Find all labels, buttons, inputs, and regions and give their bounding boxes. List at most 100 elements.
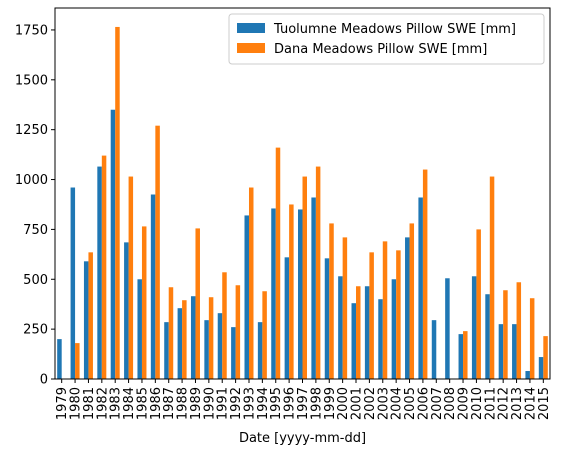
bar-dana-1988 xyxy=(182,300,187,379)
x-tick-label: 1982 xyxy=(95,387,110,420)
bar-dana-2014 xyxy=(529,298,535,379)
bar-tuolumne-1994 xyxy=(257,322,263,379)
bar-tuolumne-1982 xyxy=(97,166,102,379)
bar-dana-1987 xyxy=(168,287,174,379)
bar-tuolumne-2003 xyxy=(378,299,383,379)
x-tick-label: 1981 xyxy=(82,387,97,420)
bar-tuolumne-2006 xyxy=(418,197,423,379)
x-tick-label: 1988 xyxy=(176,387,191,420)
bar-dana-1981 xyxy=(88,252,93,379)
x-tick-label: 1987 xyxy=(162,387,177,420)
x-tick-label: 1992 xyxy=(229,387,244,420)
x-tick-label: 2001 xyxy=(350,387,365,420)
bar-tuolumne-2004 xyxy=(391,279,397,379)
bar-dana-1991 xyxy=(222,272,227,379)
bar-tuolumne-1998 xyxy=(311,197,316,379)
legend-swatch-tuolumne xyxy=(237,23,265,33)
bar-tuolumne-1986 xyxy=(150,194,156,379)
bar-dana-1983 xyxy=(115,26,120,379)
bar-dana-1986 xyxy=(155,125,160,380)
legend-box xyxy=(228,13,545,65)
x-tick-label: 1989 xyxy=(189,387,204,420)
x-tick-label: 1994 xyxy=(256,387,271,420)
bar-tuolumne-2008 xyxy=(445,278,450,379)
bar-dana-2012 xyxy=(503,290,508,379)
x-tick-label: 1995 xyxy=(269,387,284,420)
bar-tuolumne-2001 xyxy=(351,303,357,379)
bar-tuolumne-1991 xyxy=(217,313,223,379)
y-tick-label: 250 xyxy=(23,323,48,338)
x-tick-label: 1985 xyxy=(135,387,150,420)
bar-dana-1980 xyxy=(75,343,80,379)
bar-dana-1994 xyxy=(262,291,267,379)
bar-dana-1984 xyxy=(128,176,134,379)
x-tick-label: 2014 xyxy=(523,387,538,420)
bar-tuolumne-2013 xyxy=(512,324,517,379)
x-tick-label: 1996 xyxy=(283,387,298,420)
bar-dana-1993 xyxy=(248,187,254,379)
bar-dana-1996 xyxy=(289,204,294,379)
x-tick-label: 1980 xyxy=(69,387,84,420)
bar-dana-1998 xyxy=(315,166,321,379)
x-tick-label: 2007 xyxy=(430,387,445,420)
x-tick-label: 2002 xyxy=(363,387,378,420)
bar-dana-1997 xyxy=(302,176,307,379)
bar-dana-2011 xyxy=(489,176,495,379)
x-tick-label: 2010 xyxy=(470,387,485,420)
y-tick-label: 1750 xyxy=(15,23,48,38)
bar-dana-2002 xyxy=(369,252,374,379)
bar-tuolumne-1987 xyxy=(164,322,169,379)
bar-tuolumne-2007 xyxy=(431,320,437,379)
bar-tuolumne-1990 xyxy=(204,320,209,379)
bar-dana-1982 xyxy=(101,155,107,379)
x-tick-label: 1983 xyxy=(109,387,124,420)
x-tick-label: 1990 xyxy=(202,387,217,420)
bar-tuolumne-2000 xyxy=(338,276,343,379)
bar-tuolumne-1981 xyxy=(83,261,89,379)
x-axis-title: Date [yyyy-mm-dd] xyxy=(239,431,366,446)
y-tick-label: 1000 xyxy=(15,173,48,188)
bars-group xyxy=(57,26,548,380)
bar-tuolumne-1999 xyxy=(324,258,330,379)
bar-tuolumne-2009 xyxy=(458,334,464,379)
y-tick-label: 1250 xyxy=(15,123,48,138)
x-tick-label: 1998 xyxy=(309,387,324,420)
bar-dana-1999 xyxy=(329,223,334,379)
bar-tuolumne-2014 xyxy=(525,371,530,379)
bar-tuolumne-1996 xyxy=(284,257,290,379)
x-tick-label: 1979 xyxy=(55,387,70,420)
bar-dana-1985 xyxy=(141,226,147,379)
x-tick-label: 1993 xyxy=(242,387,257,420)
legend-label-dana: Dana Meadows Pillow SWE [mm] xyxy=(274,42,487,57)
y-tick-label: 500 xyxy=(23,273,48,288)
bar-dana-2009 xyxy=(463,331,468,379)
bar-tuolumne-1992 xyxy=(231,327,236,379)
y-tick-label: 0 xyxy=(40,373,48,388)
bar-dana-2003 xyxy=(382,241,388,379)
y-axis: 0 250 500 750 1000 1250 1500 1750 xyxy=(15,23,55,388)
bar-dana-2013 xyxy=(516,282,522,379)
x-tick-label: 2004 xyxy=(390,387,405,420)
bar-tuolumne-1993 xyxy=(244,215,249,379)
x-tick-label: 2011 xyxy=(483,387,498,420)
bar-tuolumne-1980 xyxy=(70,187,76,379)
bar-dana-2006 xyxy=(422,169,428,379)
bar-tuolumne-1979 xyxy=(57,339,62,379)
bar-tuolumne-1989 xyxy=(190,296,196,379)
x-tick-label: 1984 xyxy=(122,387,137,420)
x-tick-label: 2005 xyxy=(403,387,418,420)
bar-dana-1995 xyxy=(275,147,281,379)
bar-dana-1990 xyxy=(208,297,214,379)
x-axis: 1979198019811982198319841985198619871988… xyxy=(55,379,552,420)
bar-dana-2015 xyxy=(543,336,548,379)
y-tick-label: 1500 xyxy=(15,73,48,88)
bar-dana-2005 xyxy=(409,223,415,379)
bar-tuolumne-1995 xyxy=(271,208,276,379)
legend-swatch-dana xyxy=(237,43,265,53)
x-tick-label: 1991 xyxy=(216,387,231,420)
bar-tuolumne-1988 xyxy=(177,308,183,379)
x-tick-label: 2008 xyxy=(443,387,458,420)
bar-dana-1992 xyxy=(235,285,241,379)
bar-dana-2004 xyxy=(396,250,401,379)
bar-tuolumne-1983 xyxy=(110,109,116,379)
